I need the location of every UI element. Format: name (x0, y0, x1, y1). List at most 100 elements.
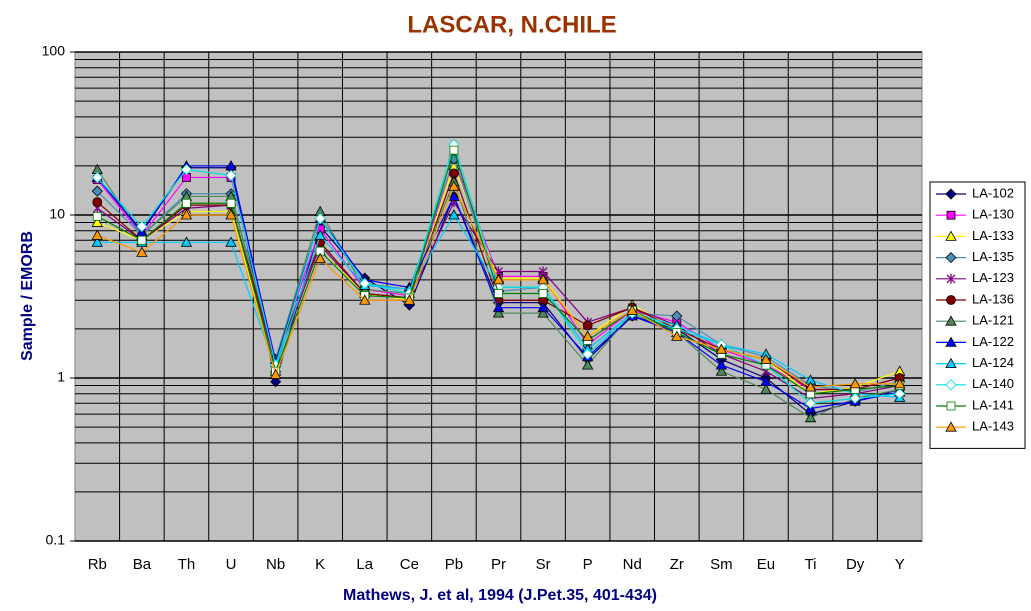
y-tick-label: 100 (42, 43, 66, 59)
x-tick-label: P (583, 556, 593, 573)
series (91, 180, 906, 392)
legend-label: LA-140 (972, 376, 1014, 391)
marker (945, 379, 957, 391)
marker (894, 388, 906, 400)
x-tick-label: Nd (623, 556, 642, 573)
marker (537, 301, 549, 313)
marker (946, 401, 956, 411)
marker (448, 209, 460, 220)
x-tick-label: Eu (757, 556, 775, 573)
marker (945, 188, 957, 200)
legend-label: LA-135 (972, 249, 1014, 264)
marker (945, 357, 957, 369)
marker (946, 273, 956, 284)
x-tick-label: Ce (400, 556, 419, 573)
marker (715, 365, 728, 376)
y-tick-label: 0.1 (46, 532, 66, 548)
marker (182, 198, 191, 208)
marker (492, 301, 505, 313)
marker (449, 145, 459, 155)
marker (492, 274, 505, 285)
x-tick-label: Y (895, 556, 905, 573)
marker (180, 163, 193, 176)
x-tick-label: Rb (88, 556, 107, 573)
marker (359, 277, 371, 290)
legend-label: LA-133 (972, 228, 1014, 243)
marker (359, 294, 371, 305)
y-tick-label: 10 (49, 206, 65, 222)
marker (945, 252, 957, 264)
marker (945, 336, 957, 347)
legend-label: LA-136 (972, 291, 1014, 306)
x-tick-label: Ti (805, 556, 817, 573)
marker (537, 274, 549, 285)
x-tick-label: Dy (846, 556, 865, 573)
marker (804, 397, 817, 409)
marker (671, 330, 683, 341)
legend-box (929, 181, 1026, 449)
legend-label: LA-143 (972, 419, 1014, 434)
marker (581, 359, 594, 370)
marker (492, 307, 505, 318)
marker (91, 185, 103, 197)
marker (715, 359, 728, 370)
legend-label: LA-130 (972, 207, 1014, 222)
marker (760, 383, 772, 394)
marker (180, 236, 193, 247)
y-tick-label: 1 (57, 369, 65, 385)
marker (91, 216, 103, 227)
marker (538, 289, 548, 298)
marker (626, 304, 638, 315)
marker (225, 169, 237, 181)
marker (849, 378, 861, 389)
legend-label: LA-123 (972, 270, 1014, 285)
x-tick-label: Pr (491, 556, 506, 573)
marker (537, 307, 549, 318)
marker (582, 348, 594, 360)
x-tick-label: Th (178, 556, 196, 573)
chart-title: LASCAR, N.CHILE (407, 11, 616, 38)
legend-label: LA-102 (972, 185, 1014, 200)
marker (92, 212, 102, 221)
marker (448, 190, 460, 201)
marker (180, 209, 193, 220)
marker (136, 246, 148, 257)
marker (226, 198, 236, 208)
marker (760, 353, 772, 364)
x-tick-label: Sr (536, 556, 551, 573)
x-tick-label: K (315, 556, 325, 573)
x-tick-label: Pb (445, 556, 463, 573)
marker (582, 320, 593, 331)
x-tick-label: U (226, 556, 237, 573)
legend-label: LA-122 (972, 334, 1014, 349)
marker (581, 330, 594, 341)
x-tick-label: Nb (266, 556, 285, 573)
marker (225, 236, 237, 247)
marker (946, 295, 956, 305)
marker (945, 230, 957, 241)
marker (137, 235, 147, 245)
marker (314, 229, 326, 240)
marker (403, 294, 416, 305)
x-tick-label: La (356, 556, 373, 573)
x-tick-label: Zr (670, 556, 684, 573)
x-axis-label: Mathews, J. et al, 1994 (J.Pet.35, 401-4… (343, 587, 657, 604)
marker (804, 381, 817, 392)
marker (946, 210, 956, 220)
legend-label: LA-124 (972, 355, 1014, 370)
marker (269, 368, 282, 379)
marker (715, 343, 728, 354)
marker (91, 171, 103, 184)
marker (136, 220, 148, 233)
marker (91, 229, 103, 240)
y-axis-label: Sample / EMORB (19, 231, 36, 361)
legend-label: LA-121 (972, 313, 1014, 328)
x-tick-label: Sm (710, 556, 733, 573)
marker (314, 252, 326, 264)
marker (945, 315, 957, 326)
marker (804, 411, 817, 423)
marker (494, 289, 503, 298)
marker (91, 236, 103, 247)
